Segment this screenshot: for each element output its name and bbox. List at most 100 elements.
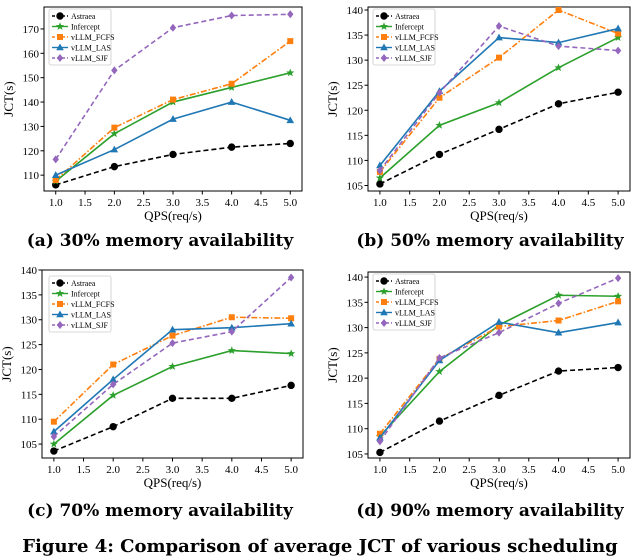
legend-label: Infercept	[71, 23, 101, 32]
legend-marker	[56, 43, 64, 51]
legend-box	[372, 273, 436, 331]
data-point	[614, 33, 623, 42]
data-point	[111, 66, 118, 75]
data-point	[109, 375, 117, 383]
x-tick-label: 2.5	[136, 464, 150, 476]
legend-label: vLLM_FCFS	[71, 300, 115, 309]
legend-marker	[56, 321, 64, 329]
legend-label: vLLM_SJF	[395, 54, 432, 63]
data-point	[496, 323, 502, 330]
x-tick-label: 3.0	[492, 197, 506, 209]
data-point	[168, 325, 177, 333]
data-point	[495, 33, 503, 41]
data-point	[376, 448, 384, 457]
legend-label: Infercept	[395, 288, 425, 297]
data-point	[109, 391, 118, 399]
x-tick-label: 3.5	[522, 197, 536, 209]
series-line-astraea	[379, 91, 619, 185]
y-tick-label: 115	[347, 398, 364, 410]
x-axis-label: QPS(req/s)	[144, 475, 202, 490]
data-point	[49, 439, 58, 448]
data-point	[554, 290, 563, 299]
x-axis-label: QPS(req/s)	[144, 208, 202, 223]
data-point	[169, 339, 176, 348]
data-point	[375, 173, 384, 182]
data-point	[435, 150, 444, 159]
data-point	[554, 38, 563, 46]
series-line-vllm-sjf	[379, 277, 619, 442]
data-point	[110, 145, 119, 153]
legend-label: vLLM_SJF	[71, 321, 108, 330]
legend-box	[372, 8, 436, 66]
data-point	[614, 24, 622, 32]
x-tick-label: 5.0	[283, 197, 297, 209]
data-point	[169, 23, 177, 32]
x-tick-label: 1.0	[47, 464, 61, 476]
legend-label: Astraea	[395, 277, 420, 286]
x-tick-label: 3.0	[166, 464, 180, 476]
x-tick-label: 2.5	[137, 197, 151, 209]
data-point	[495, 125, 503, 134]
data-point	[435, 417, 444, 425]
x-tick-label: 5.0	[284, 464, 298, 476]
chart-panel: 1.0 1.5 2.0 2.5 3.0 3.5 4.0 4.5 5.0 110 120 130 140 1…	[1, 6, 303, 251]
x-tick-label: 2.0	[107, 197, 121, 209]
data-point	[228, 314, 235, 321]
legend-marker	[57, 301, 63, 307]
y-tick-label: 125	[347, 348, 364, 360]
subfigure-caption: (d) 90% memory availability	[356, 501, 624, 521]
data-point	[227, 83, 236, 91]
legend-marker	[379, 287, 389, 295]
x-tick-label: 2.0	[433, 197, 447, 209]
data-point	[227, 143, 236, 151]
y-tick-label: 110	[21, 414, 38, 426]
y-tick-label: 120	[23, 146, 40, 158]
legend-marker	[56, 12, 64, 20]
y-tick-label: 140	[347, 272, 364, 284]
subfigure-caption: (b) 50% memory availability	[356, 231, 624, 251]
x-tick-label: 5.0	[611, 197, 625, 209]
legend-marker	[55, 22, 65, 30]
y-tick-label: 130	[23, 121, 40, 133]
data-point	[615, 30, 622, 37]
legend-label: vLLM_LAS	[395, 309, 435, 318]
data-point	[52, 155, 59, 164]
subfigure-caption: (a) 30% memory availability	[27, 231, 295, 251]
x-tick-label: 1.0	[373, 464, 387, 476]
subfigure-caption: (c) 70% memory availability	[27, 501, 294, 521]
x-tick-label: 1.5	[78, 197, 92, 209]
data-point	[555, 299, 562, 308]
data-point	[555, 317, 562, 324]
data-point	[495, 391, 503, 400]
data-point	[376, 180, 384, 188]
legend-marker	[380, 12, 388, 20]
x-tick-label: 4.5	[255, 464, 269, 476]
data-point	[51, 171, 60, 178]
x-tick-label: 4.0	[225, 197, 239, 209]
series-line-astraea	[379, 366, 619, 454]
data-point	[496, 54, 502, 61]
y-axis-label: JCT(s)	[325, 81, 340, 116]
data-point	[110, 129, 119, 138]
data-point	[555, 42, 562, 51]
data-point	[109, 380, 117, 389]
data-point	[614, 88, 622, 96]
legend-label: Astraea	[71, 279, 96, 288]
legend-label: Astraea	[395, 12, 420, 21]
y-tick-label: 120	[347, 105, 364, 117]
data-point	[554, 63, 563, 72]
x-tick-label: 4.5	[581, 464, 595, 476]
y-tick-label: 120	[21, 364, 38, 376]
y-tick-label: 125	[347, 80, 364, 92]
legend-box	[48, 275, 112, 333]
y-tick-label: 130	[347, 55, 364, 67]
x-tick-label: 5.0	[611, 464, 625, 476]
chart-panel: 1.0 1.5 2.0 2.5 3.0 3.5 4.0 4.5 5.0 105 110 115 120 1…	[325, 5, 631, 251]
y-tick-label: 135	[347, 297, 364, 309]
data-point	[376, 430, 383, 437]
data-point	[109, 422, 117, 431]
